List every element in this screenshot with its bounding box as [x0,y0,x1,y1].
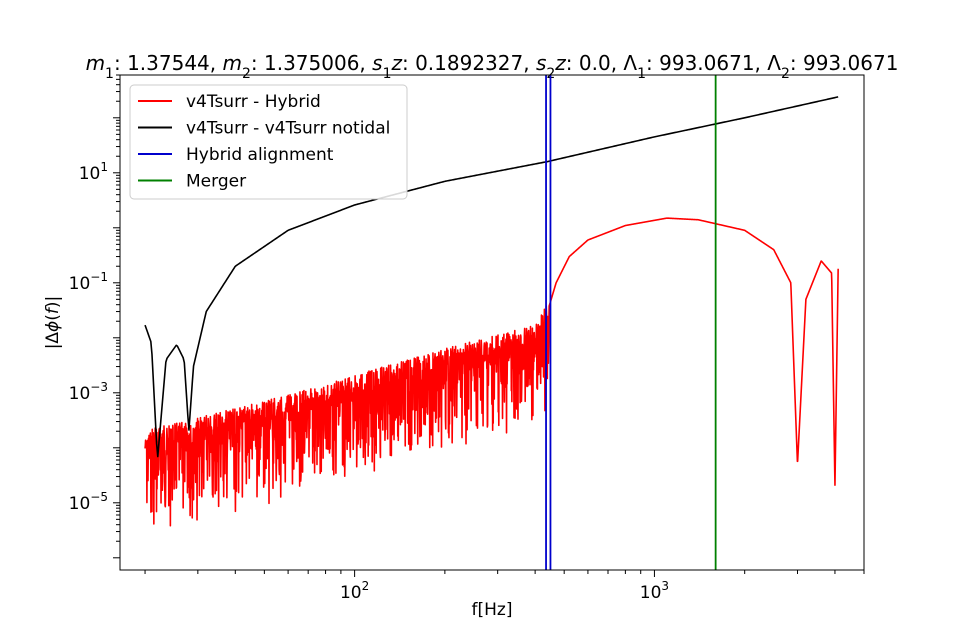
legend-label-1: v4Tsurr - v4Tsurr notidal [186,119,390,139]
y-axis-label: |Δϕ(f)| [43,296,63,350]
chart-title-text: m1: 1.37544, m2: 1.375006, s1z: 0.189232… [86,51,899,82]
y-tick-label-2: 10−1 [69,270,108,294]
x-axis-label: f[Hz] [472,600,513,620]
y-tick-label-3: 101 [79,160,108,184]
legend-box [129,84,408,200]
series-line-1 [144,96,839,458]
series-group [144,75,839,570]
legend-label-3: Merger [186,172,246,192]
y-tick-label-1: 10−3 [69,380,108,404]
axes: 102 103 10−5 10−3 10−1 101 f[Hz] |Δϕ(f)| [43,74,865,620]
x-tick-label-1: 103 [640,579,669,603]
legend: v4Tsurr - Hybrid v4Tsurr - v4Tsurr notida… [129,84,408,200]
series-line-0 [144,217,839,527]
axes-frame [119,74,865,571]
legend-label-2: Hybrid alignment [186,145,334,165]
x-tick-label-0: 102 [340,579,369,603]
plot-area [144,75,839,570]
y-tick-label-0: 10−5 [69,490,108,514]
legend-label-0: v4Tsurr - Hybrid [186,92,321,112]
chart-title: m1: 1.37544, m2: 1.375006, s1z: 0.189232… [86,51,899,82]
